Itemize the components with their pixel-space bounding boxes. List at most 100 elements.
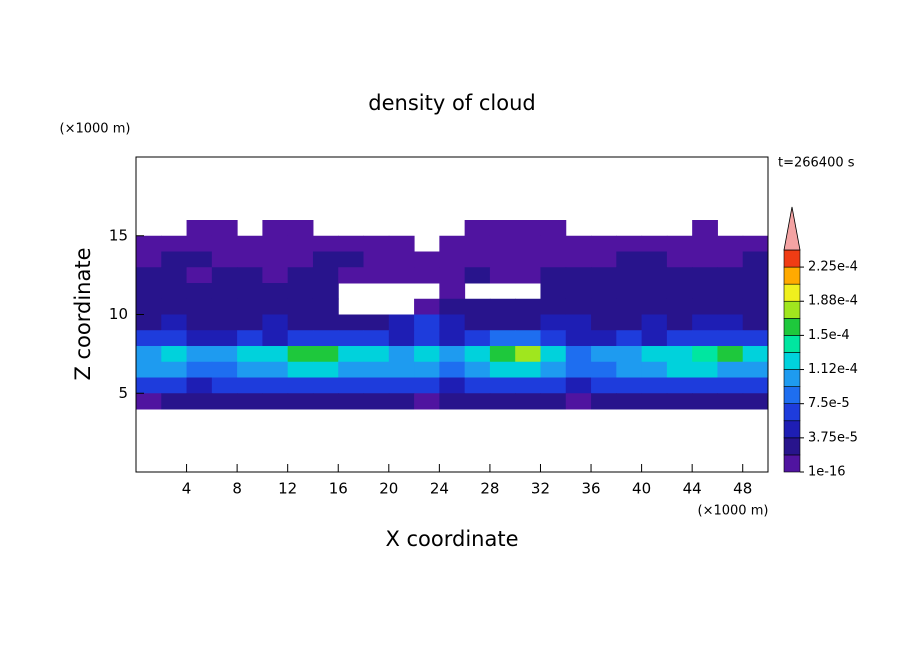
contour-cell	[338, 314, 365, 331]
contour-cell	[717, 346, 744, 363]
contour-cell	[237, 267, 263, 284]
contour-cell	[262, 298, 289, 315]
contour-cell	[717, 298, 744, 315]
contour-cell	[136, 330, 162, 347]
contour-cell	[414, 314, 440, 331]
contour-cell	[186, 314, 213, 331]
contour-cell	[363, 393, 390, 410]
colorbar-box	[783, 403, 801, 422]
contour-cell	[312, 361, 339, 378]
x-tick-label: 48	[733, 480, 752, 498]
contour-cell	[186, 251, 213, 268]
contour-cell	[338, 330, 365, 347]
contour-cell	[161, 393, 188, 410]
contour-cell	[489, 251, 516, 268]
contour-cell	[186, 235, 213, 252]
contour-cell	[742, 251, 769, 268]
colorbar-box	[783, 386, 801, 404]
contour-cell	[616, 346, 643, 363]
contour-cell	[717, 283, 744, 300]
contour-cell	[540, 361, 567, 378]
contour-cell	[237, 393, 263, 410]
contour-cell	[717, 377, 744, 394]
contour-cell	[591, 361, 617, 378]
contour-cell	[515, 393, 541, 410]
contour-cell	[666, 298, 693, 315]
contour-cell	[237, 298, 263, 315]
contour-cell	[515, 377, 541, 394]
x-tick-label: 36	[581, 480, 600, 498]
contour-cell	[540, 393, 567, 410]
y-axis-label: Z coordinate	[71, 247, 95, 380]
contour-cell	[616, 235, 643, 252]
colorbar-box	[783, 437, 801, 456]
contour-cell	[591, 314, 617, 331]
contour-cell	[565, 251, 592, 268]
contour-cell	[312, 298, 339, 315]
contour-cell	[287, 330, 314, 347]
contour-cell	[489, 235, 516, 252]
contour-cell	[464, 251, 491, 268]
x-unit: (×1000 m)	[698, 504, 769, 519]
contour-cell	[515, 298, 541, 315]
contour-cell	[186, 361, 213, 378]
colorbar-box	[783, 352, 801, 370]
colorbar-box	[783, 454, 801, 473]
contour-cell	[439, 346, 466, 363]
contour-cell	[211, 251, 238, 268]
contour-cell	[515, 361, 541, 378]
colorbar-extend	[783, 206, 801, 251]
contour-cell	[211, 220, 238, 237]
y-tick-label: 15	[109, 226, 128, 244]
contour-cell	[237, 361, 263, 378]
contour-cell	[237, 330, 263, 347]
contour-cell	[262, 314, 289, 331]
contour-cell	[515, 235, 541, 252]
contour-cell	[464, 346, 491, 363]
contour-cell	[363, 377, 390, 394]
contour-cell	[363, 251, 390, 268]
contour-cell	[211, 267, 238, 284]
x-tick-label: 28	[480, 480, 499, 498]
contour-cell	[414, 377, 440, 394]
contour-cell	[439, 298, 466, 315]
contour-cell	[388, 251, 415, 268]
contour-cell	[641, 314, 668, 331]
contour-cell	[717, 393, 744, 410]
contour-cell	[515, 330, 541, 347]
contour-cell	[186, 220, 213, 237]
contour-cell	[136, 361, 162, 378]
contour-cell	[414, 298, 440, 315]
contour-cell	[717, 314, 744, 331]
contour-cell	[616, 251, 643, 268]
colorbar-tick-label: 3.75e-5	[808, 430, 858, 445]
contour-cell	[666, 377, 693, 394]
contour-cell	[489, 346, 516, 363]
contour-cell	[338, 361, 365, 378]
colorbar-tick-label: 1e-16	[808, 465, 846, 480]
contour-cell	[666, 314, 693, 331]
colorbar-tick-label: 2.25e-4	[808, 260, 858, 275]
contour-cell	[692, 346, 718, 363]
contour-cell	[641, 251, 668, 268]
contour-cell	[616, 361, 643, 378]
contour-cell	[641, 377, 668, 394]
contour-cell	[489, 393, 516, 410]
contour-cell	[363, 267, 390, 284]
contour-cell	[161, 314, 188, 331]
contour-cell	[211, 314, 238, 331]
contour-cell	[489, 298, 516, 315]
contour-cell	[237, 314, 263, 331]
contour-cell	[211, 330, 238, 347]
colorbar-box	[783, 283, 801, 302]
contour-cell	[489, 377, 516, 394]
contour-cell	[565, 377, 592, 394]
contour-cell	[388, 361, 415, 378]
contour-cell	[591, 330, 617, 347]
contour-cell	[742, 235, 769, 252]
contour-cell	[540, 283, 567, 300]
contour-cell	[211, 298, 238, 315]
contour-cell	[262, 330, 289, 347]
contour-cell	[312, 235, 339, 252]
contour-cell	[591, 377, 617, 394]
